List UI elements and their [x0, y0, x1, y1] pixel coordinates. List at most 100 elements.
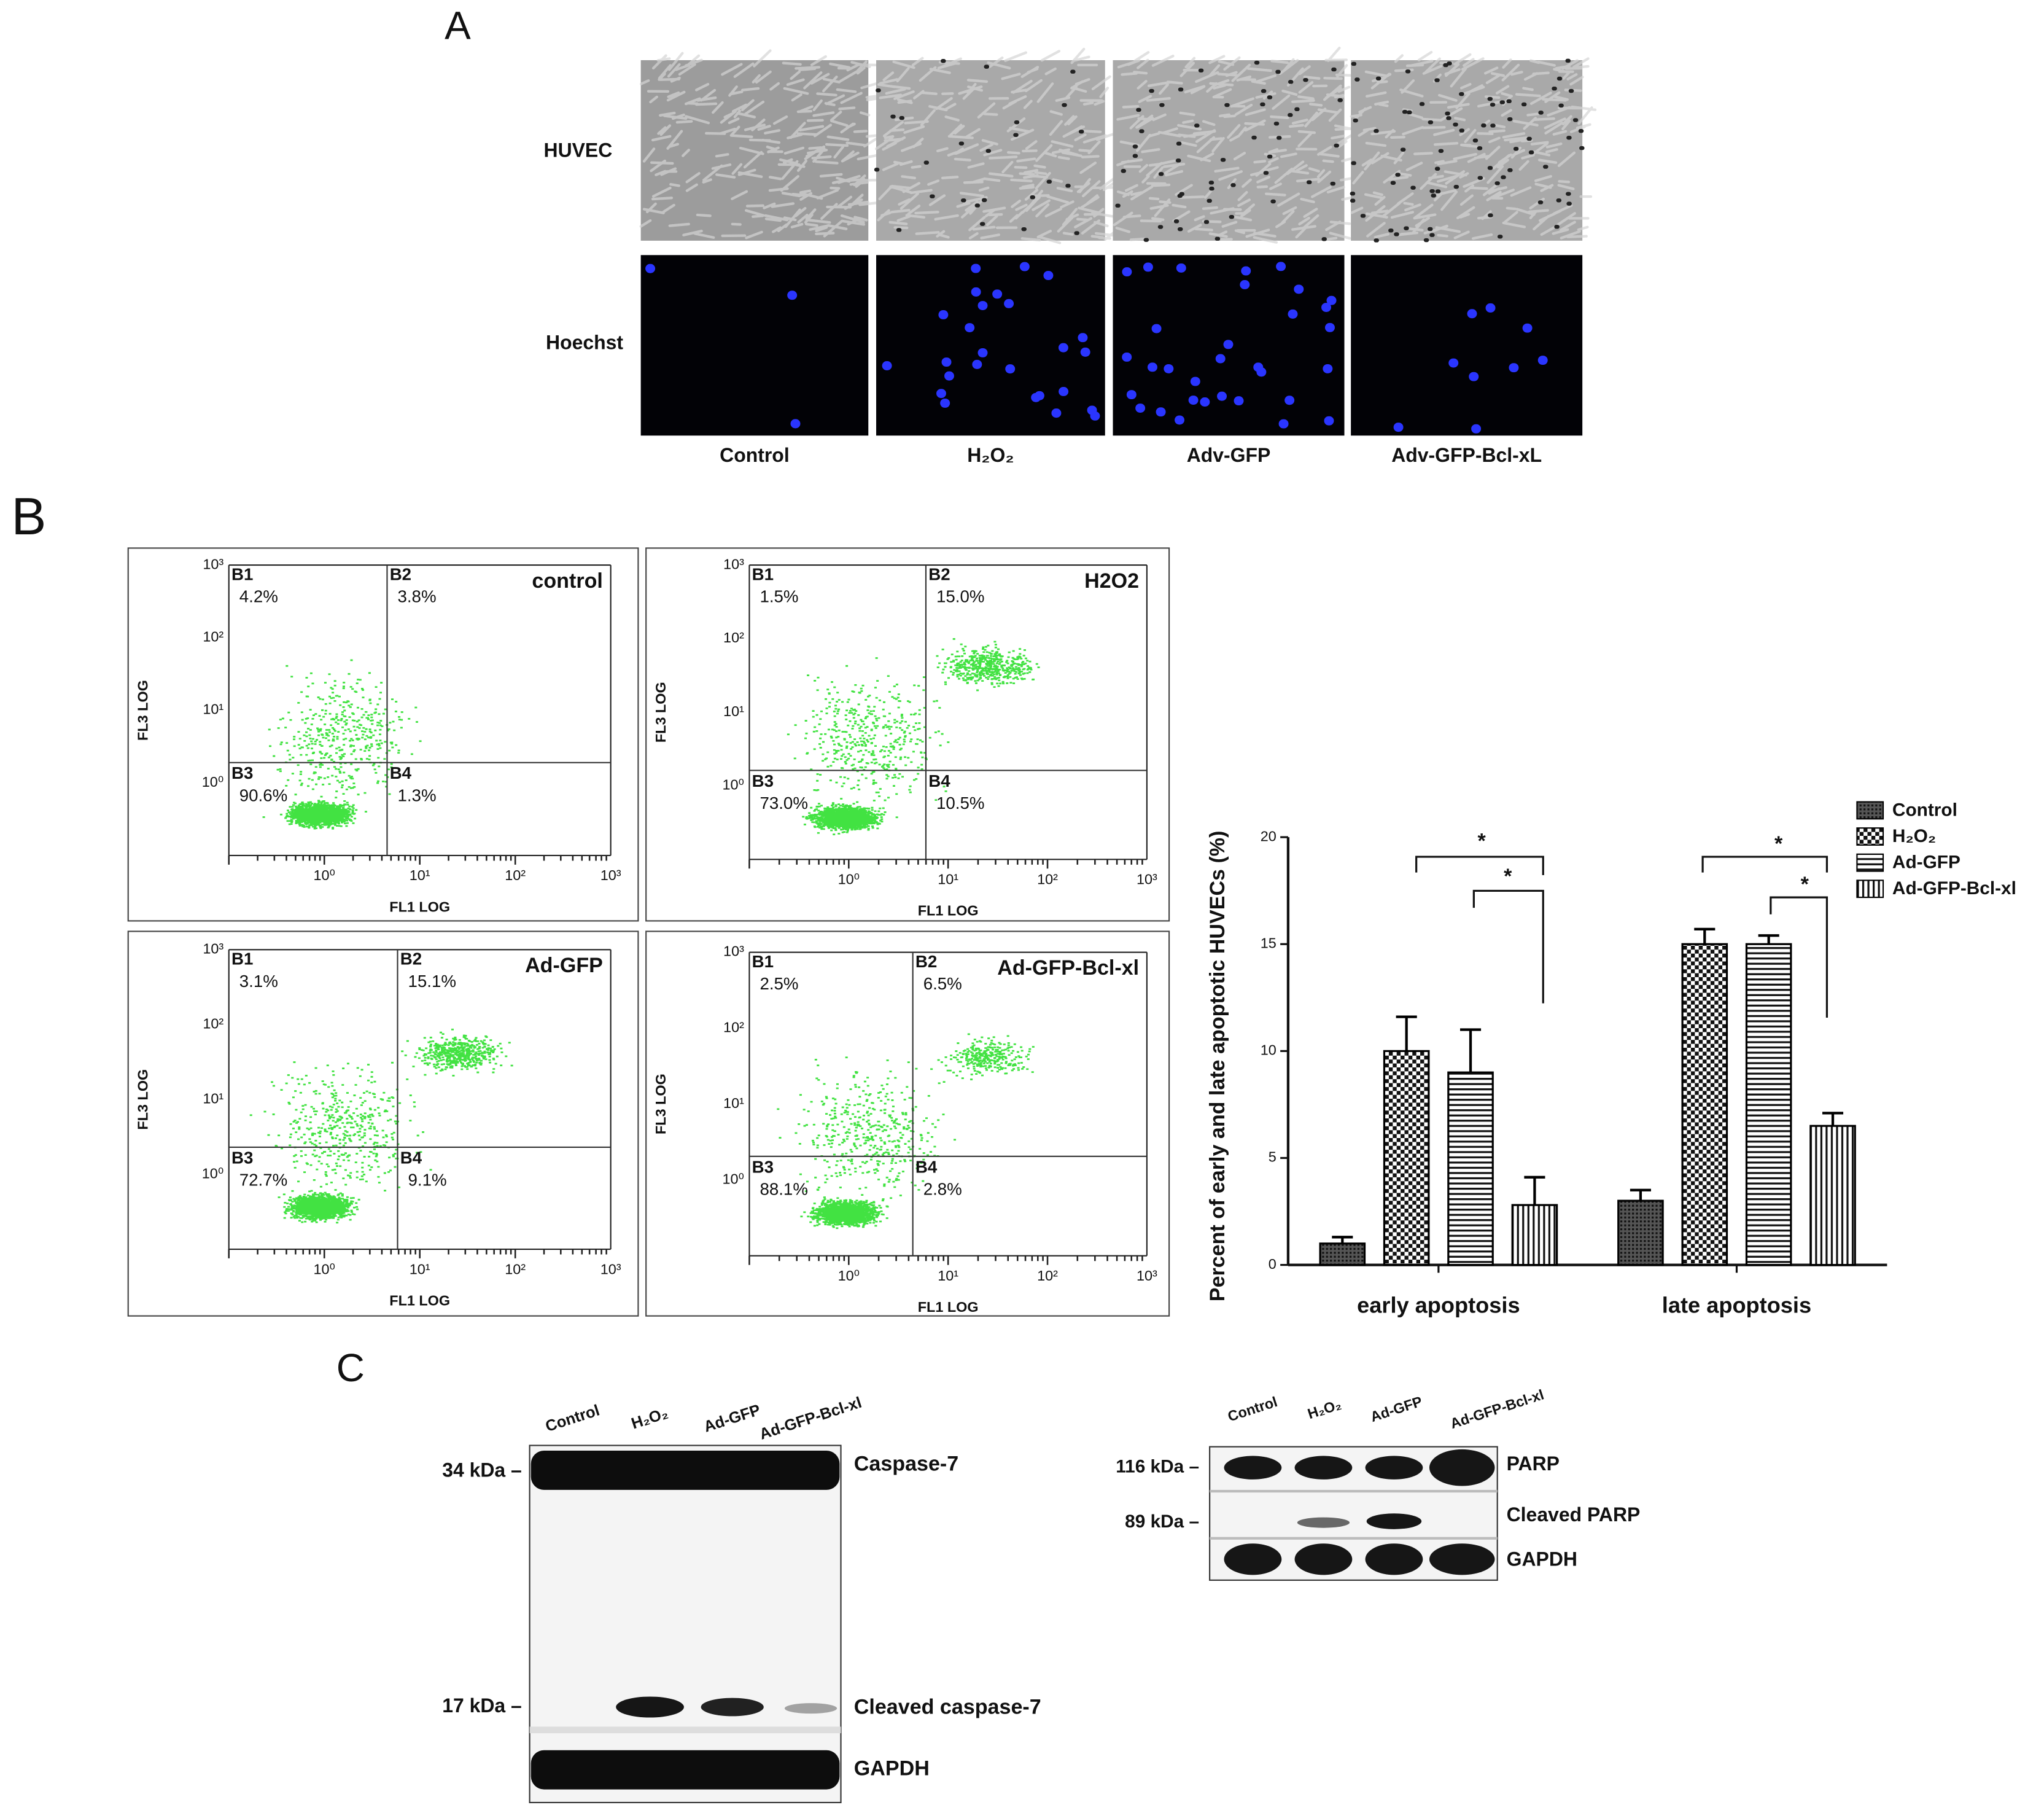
- size-marker: 116 kDa –: [1116, 1457, 1199, 1477]
- legend-swatch: [1856, 801, 1884, 820]
- plot-title: Ad-GFP-Bcl-xl: [997, 956, 1139, 980]
- gate-name: B2: [915, 952, 937, 971]
- x-tick-label: 10¹: [410, 867, 430, 883]
- band: [1224, 1543, 1282, 1575]
- significance-bracket: [1415, 856, 1544, 875]
- band-label: GAPDH: [854, 1757, 930, 1780]
- cell-texture: [1113, 47, 1362, 244]
- x-tick-label: 10⁰: [838, 1268, 860, 1284]
- x-tick-label: 10⁰: [314, 1261, 335, 1277]
- gate-name: B3: [752, 1157, 774, 1176]
- x-tick-label: 10¹: [938, 1268, 958, 1284]
- band-label: PARP: [1507, 1452, 1560, 1475]
- y-tick-label: 10¹: [723, 1095, 744, 1111]
- bar: [1511, 1204, 1558, 1266]
- band: [1294, 1456, 1353, 1480]
- blot-frame: [529, 1445, 842, 1804]
- minor-ticks: [228, 1249, 607, 1258]
- y-tick-label: 10²: [203, 628, 223, 644]
- legend-swatch: [1856, 879, 1884, 899]
- minor-ticks: [748, 1255, 1143, 1265]
- x-tick-label: 10³: [1137, 1268, 1157, 1284]
- plot-frame: [645, 547, 1170, 922]
- gate-name: B4: [928, 771, 950, 790]
- plot-title: control: [532, 569, 602, 593]
- gate-name: B3: [231, 763, 253, 782]
- size-marker: 17 kDa –: [442, 1694, 522, 1717]
- gate-name: B1: [752, 952, 774, 971]
- column-label: Control: [720, 444, 790, 466]
- gate-percent: 3.1%: [239, 972, 278, 991]
- bar: [1745, 943, 1792, 1266]
- gate-name: B2: [390, 564, 411, 583]
- gate-name: B1: [231, 949, 253, 969]
- gate-percent: 3.8%: [397, 587, 436, 606]
- y-tick-label: 10³: [723, 943, 744, 959]
- y-tick-label: 5: [1269, 1149, 1277, 1165]
- x-axis-label: FL1 LOG: [918, 903, 979, 919]
- dead-cells: [1350, 58, 1585, 243]
- bar: [1383, 1050, 1430, 1266]
- dead-cells: [874, 59, 1084, 235]
- band: [530, 1451, 840, 1490]
- gate-percent: 15.0%: [936, 587, 984, 606]
- cell-texture: [1350, 50, 1597, 240]
- y-axis-label: FL3 LOG: [653, 1074, 669, 1134]
- significance-star: *: [1504, 865, 1512, 888]
- band-label: Cleaved PARP: [1507, 1503, 1641, 1526]
- gate-percent: 90.6%: [239, 786, 287, 805]
- y-axis-label: FL3 LOG: [653, 682, 669, 743]
- y-tick-label: 0: [1269, 1256, 1277, 1272]
- gate-percent: 15.1%: [408, 972, 456, 991]
- significance-bracket: [1701, 856, 1828, 873]
- x-tick-label: 10³: [1137, 871, 1157, 887]
- y-tick-label: 10²: [723, 1019, 744, 1035]
- hoechst-image: [1351, 255, 1583, 436]
- column-label: Adv-GFP-Bcl-xL: [1391, 444, 1542, 466]
- legend-label: Ad-GFP: [1892, 852, 1960, 873]
- band-label: GAPDH: [1507, 1548, 1577, 1570]
- x-tick-label: early apoptosis: [1357, 1292, 1520, 1317]
- x-tick-label: 10²: [1037, 1268, 1058, 1284]
- x-tick-label: 10³: [600, 867, 621, 883]
- x-tick-label: 10¹: [410, 1261, 430, 1277]
- x-tick-label: 10⁰: [838, 871, 860, 887]
- band: [530, 1750, 840, 1790]
- flow-events: [787, 638, 1040, 836]
- plot-frame: [645, 930, 1170, 1317]
- cell-texture: [874, 47, 1121, 244]
- x-tick-label: 10²: [505, 867, 526, 883]
- gate-name: B3: [752, 771, 774, 790]
- gate-percent: 73.0%: [760, 793, 807, 813]
- y-axis-label: Percent of early and late apoptotic HUVE…: [1206, 831, 1229, 1302]
- hoechst-image: [876, 255, 1105, 436]
- blot-divider: [1210, 1537, 1498, 1540]
- cell-texture: [639, 49, 888, 240]
- y-tick-label: 10⁰: [202, 774, 223, 790]
- significance-star: *: [1478, 830, 1486, 853]
- y-tick-label: 10¹: [203, 701, 223, 717]
- plot-frame: [127, 547, 639, 922]
- size-marker: 34 kDa –: [442, 1459, 522, 1481]
- gate-name: B1: [231, 564, 253, 583]
- band: [1365, 1456, 1423, 1480]
- nuclei: [882, 262, 1100, 421]
- gate-percent: 2.8%: [923, 1179, 962, 1198]
- bar: [1809, 1125, 1856, 1266]
- band: [616, 1696, 684, 1718]
- minor-ticks: [748, 859, 1143, 869]
- y-tick-label: 10³: [203, 556, 223, 572]
- significance-bracket: [1770, 896, 1828, 1018]
- y-tick-label: 10⁰: [202, 1165, 223, 1181]
- y-axis-label: FL3 LOG: [134, 1069, 150, 1130]
- x-axis-label: FL1 LOG: [389, 899, 450, 914]
- legend-label: Ad-GFP-Bcl-xl: [1892, 878, 2016, 899]
- y-tick-label: 10¹: [203, 1090, 223, 1106]
- significance-bracket: [1472, 889, 1544, 1004]
- band: [1429, 1543, 1495, 1575]
- panel-label: C: [336, 1346, 365, 1390]
- gate-name: B3: [231, 1148, 253, 1167]
- nuclei: [645, 263, 801, 429]
- x-tick-label: 10¹: [938, 871, 958, 887]
- bar: [1617, 1199, 1664, 1266]
